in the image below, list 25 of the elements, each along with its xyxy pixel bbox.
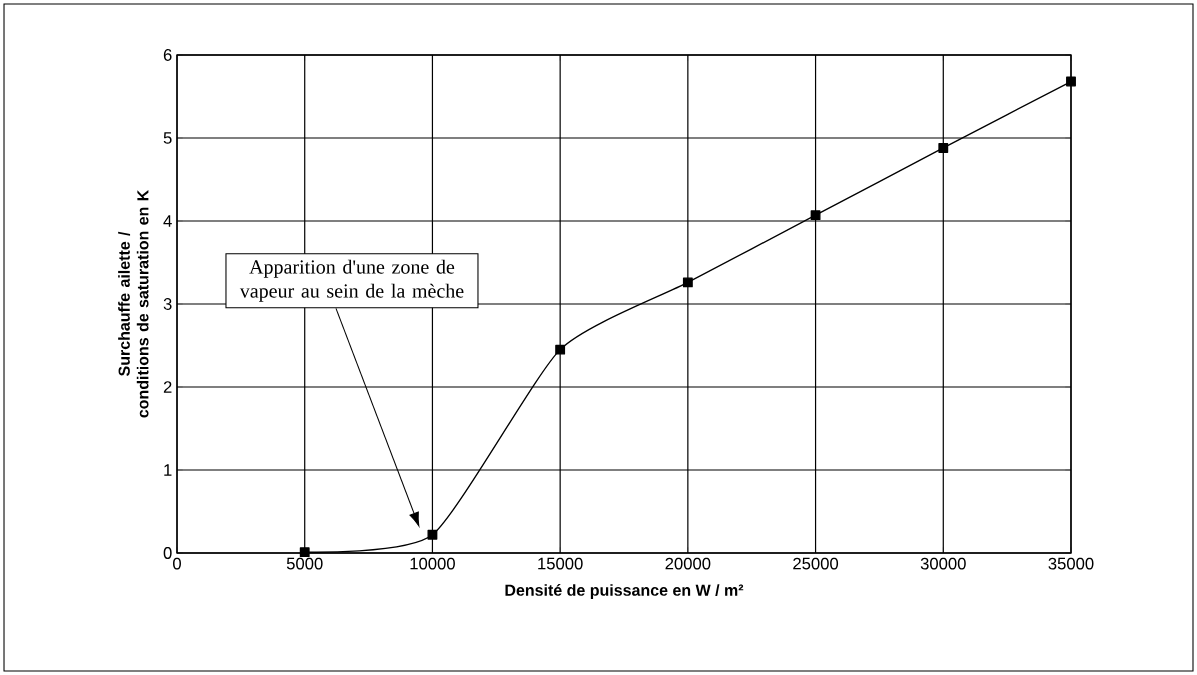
x-tick-label: 35000 [1048, 557, 1094, 570]
point [299, 547, 310, 558]
point [427, 529, 438, 540]
y-axis-title: Surchauffe ailette / conditions de saturation en K [118, 189, 149, 418]
point [938, 143, 949, 153]
y-tick-label: 2 [163, 381, 172, 393]
x-tick-label: 5000 [286, 557, 323, 570]
y-tick-label: 3 [163, 298, 172, 310]
x-tick-label: 30000 [920, 557, 966, 570]
x-axis-title: Densité de puissance en W / m² [505, 583, 744, 600]
y-tick-label: 5 [163, 132, 172, 144]
x-tick-label: 20000 [665, 557, 711, 570]
x-tick-label: 10000 [410, 557, 455, 570]
point [682, 277, 693, 288]
x-tick-label: 15000 [538, 557, 583, 570]
y-tick-label: 1 [164, 464, 172, 476]
x-tick-label: 0 [173, 557, 181, 570]
y-tick-label: 6 [163, 49, 172, 61]
point [555, 344, 566, 355]
y-tick-label: 4 [163, 215, 172, 227]
point [810, 210, 821, 221]
point [1066, 76, 1076, 87]
annotation: Apparition d'une zone de vapeur au sein de la mèche [239, 259, 464, 302]
y-tick-label: 0 [163, 547, 172, 559]
x-tick-label: 25000 [793, 557, 839, 570]
